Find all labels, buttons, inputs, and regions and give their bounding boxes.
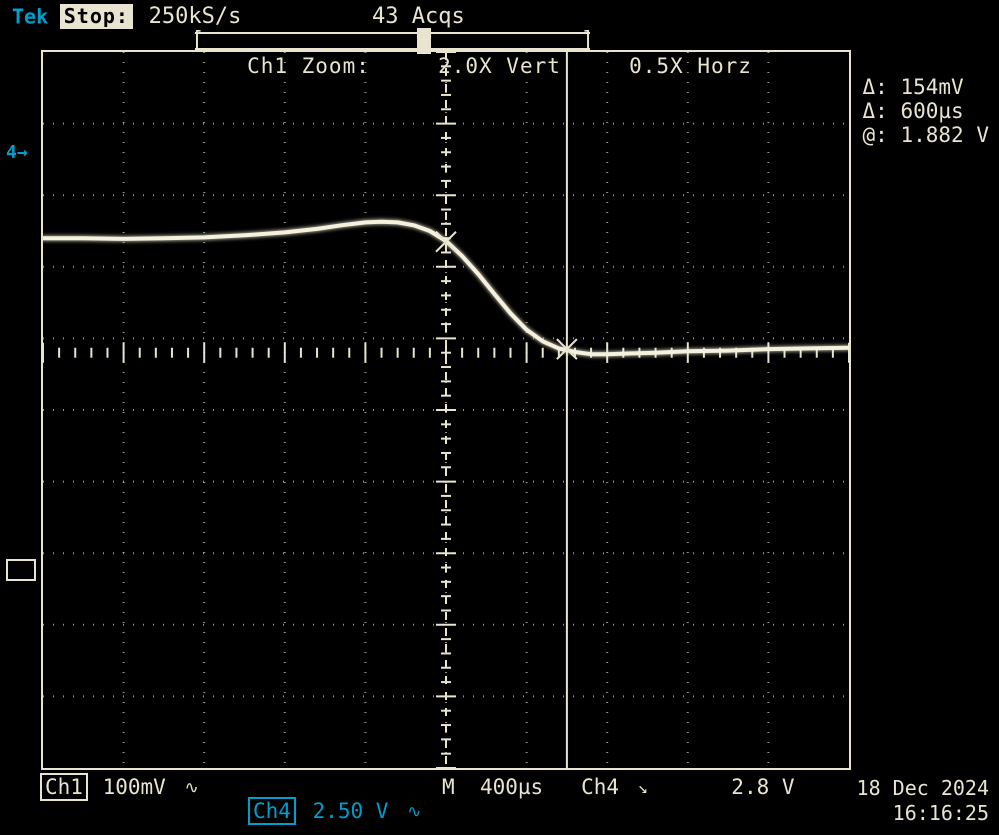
status-bar: Tek Stop: 250kS/s 43 Acqs: [12, 4, 241, 32]
date-label: 18 Dec 2024: [857, 776, 989, 800]
run-state-badge: Stop:: [60, 4, 133, 29]
brand-logo: Tek: [12, 5, 48, 29]
ch1-ground-marker[interactable]: [6, 559, 36, 581]
ch4-scale-bar: Ch4 2.50 V ∿: [248, 797, 419, 825]
delta-t-value: 600µs: [900, 99, 963, 123]
trigger-level: 2.8 V: [731, 775, 794, 799]
ch4-ground-marker[interactable]: 4→: [6, 142, 28, 163]
acquisition-timebar[interactable]: [ ]: [195, 32, 590, 50]
timebase-bar: Ch1 100mV ∿ M 400µs Ch4 ↘ 2.8 V: [40, 775, 860, 799]
acquisitions-label: 43 Acqs: [372, 4, 465, 29]
delta-v-value: 154mV: [900, 75, 963, 99]
ch1-scale: 100mV: [103, 775, 166, 799]
at-label: @:: [863, 123, 888, 147]
ch4-badge: Ch4: [248, 797, 296, 825]
waveform-plot[interactable]: [43, 52, 849, 768]
ch4-coupling-icon: ∿: [407, 802, 419, 822]
at-value: 1.882 V: [900, 123, 989, 147]
trigger-edge-icon: ↘: [638, 778, 646, 798]
oscilloscope-screen: Tek Stop: 250kS/s 43 Acqs [ ] Ch1 Zoom: …: [0, 0, 999, 835]
trigger-channel: Ch4: [581, 775, 619, 799]
ch1-badge: Ch1: [40, 773, 88, 801]
ch4-scale: 2.50 V: [313, 799, 389, 823]
coupling-icon: ∿: [184, 778, 196, 798]
delta-v-label: Δ:: [863, 75, 888, 99]
cursor-readouts: Δ: 154mV Δ: 600µs @: 1.882 V: [863, 75, 989, 147]
delta-t-label: Δ:: [863, 99, 888, 123]
time-per-div: 400µs: [480, 775, 543, 799]
time-label: 16:16:25: [893, 801, 989, 825]
timebase-m: M: [442, 775, 455, 799]
sample-rate-label: 250kS/s: [149, 4, 242, 29]
